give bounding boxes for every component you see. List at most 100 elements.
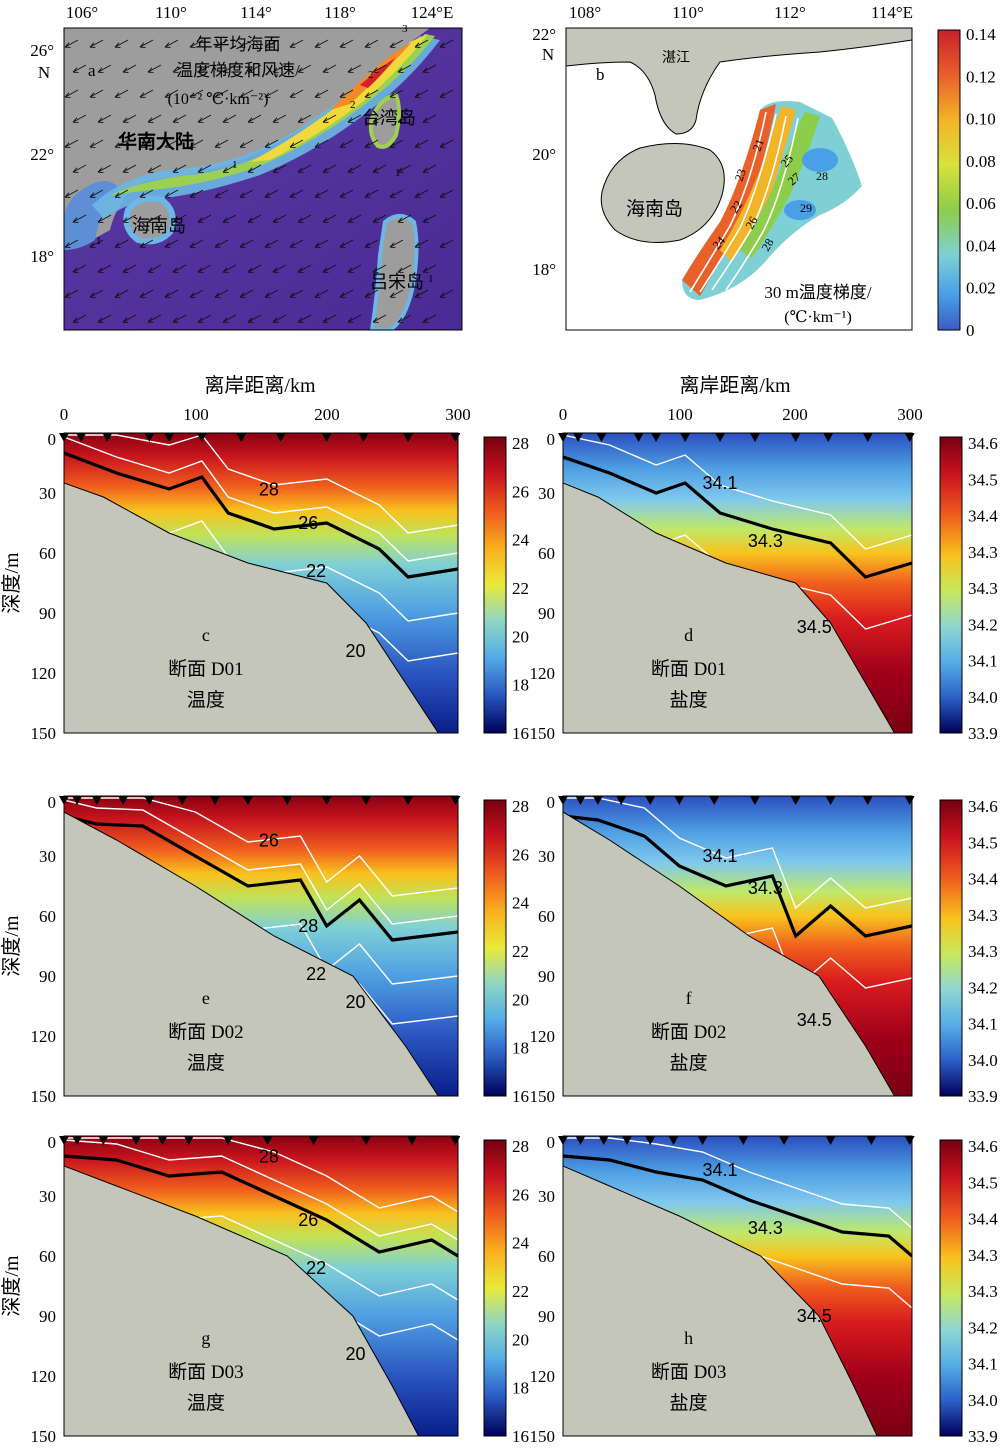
- y-tick: 90: [538, 1307, 555, 1326]
- station-marker: [361, 796, 372, 805]
- station-marker: [144, 796, 155, 805]
- colorbar-tick: 34.1: [968, 1355, 998, 1374]
- depth-axis-title: 深度/m: [0, 1255, 23, 1317]
- wind-arrow-head: [197, 217, 204, 223]
- y-tick: 30: [538, 847, 555, 866]
- map-a-gradient-band-blue: [92, 36, 440, 220]
- wind-arrow-head: [97, 167, 104, 173]
- station-marker: [621, 1136, 632, 1145]
- distance-ticks-left: 0 100 200 300: [60, 405, 471, 424]
- y-tick: 60: [538, 1247, 555, 1266]
- wind-arrow: [247, 64, 262, 73]
- panel-letter: h: [684, 1328, 693, 1348]
- wind-arrow-head: [164, 42, 171, 48]
- wind-arrow: [214, 189, 229, 198]
- wind-arrow-head: [197, 267, 204, 273]
- wind-arrow-head: [422, 67, 429, 73]
- wind-arrow: [197, 214, 212, 223]
- y-tick: 0: [547, 793, 556, 812]
- wind-arrow: [372, 314, 387, 323]
- colorbar-tick: 18: [512, 1039, 529, 1058]
- colorbar-tick: 33.9: [968, 1427, 998, 1446]
- wind-arrow: [322, 164, 337, 173]
- panel-section-name: 断面 D01: [168, 658, 243, 680]
- wind-arrow: [439, 39, 454, 48]
- wind-arrow-head: [214, 242, 221, 248]
- section-panel-h: 34.1 34.3 34.5 h 断面 D03 盐度 0 30 60 90 120 150 34.6 34…: [530, 1133, 999, 1446]
- wind-arrow-head: [297, 317, 304, 323]
- wind-arrow: [172, 214, 187, 223]
- wind-arrow: [439, 139, 454, 148]
- station-marker: [749, 796, 760, 805]
- colorbar-tick: 33.9: [968, 1087, 998, 1106]
- map-a-lat-tick: 22°: [30, 145, 54, 164]
- wind-arrow: [172, 264, 187, 273]
- wind-arrow-head: [397, 267, 404, 273]
- map-panel-a: a 年平均海面 温度梯度和风速/ (10⁻² ℃·km⁻²) 华南大陆 海南岛 …: [30, 3, 463, 331]
- colorbar-tick: 34.2: [968, 615, 998, 634]
- colorbar-tick: 24: [512, 531, 530, 550]
- wind-arrow: [147, 264, 162, 273]
- wind-arrow-head: [397, 217, 404, 223]
- wind-arrow: [89, 289, 104, 298]
- y-tick: 120: [31, 1367, 57, 1386]
- wind-arrow-head: [97, 267, 104, 273]
- map-b-lon-tick: 112°: [774, 3, 806, 22]
- wind-arrow-head: [122, 317, 129, 323]
- depth-axis-title: 深度/m: [0, 552, 23, 614]
- isoline-label: 34.3: [748, 531, 783, 551]
- wind-arrow: [322, 114, 337, 123]
- wind-arrow: [214, 139, 229, 148]
- wind-arrow-head: [322, 267, 329, 273]
- wind-arrow: [314, 289, 329, 298]
- wind-arrow-head: [372, 117, 379, 123]
- wind-arrow: [297, 314, 312, 323]
- panel-frame: [562, 1135, 913, 1437]
- colorbar-tick: 28: [512, 797, 529, 816]
- wind-arrow: [147, 314, 162, 323]
- wind-arrow-head: [422, 267, 429, 273]
- map-a-lon-tick: 114°: [240, 3, 272, 22]
- colorbar-tick: 34.3: [968, 942, 998, 961]
- isoline-label: 20: [346, 992, 366, 1012]
- wind-arrow-head: [147, 317, 154, 323]
- wind-arrow-head: [72, 117, 79, 123]
- wind-arrow: [272, 114, 287, 123]
- map-b-colorbar: [937, 29, 961, 331]
- colorbar-tick: 16: [512, 1087, 529, 1106]
- wind-arrow-head: [364, 242, 371, 248]
- station-marker: [361, 1136, 372, 1145]
- station-marker: [866, 1136, 877, 1145]
- map-b-hainan-island: [600, 142, 725, 243]
- wind-arrow: [114, 139, 129, 148]
- colorbar-tick: 34.3: [968, 543, 998, 562]
- wind-arrow: [122, 214, 137, 223]
- wind-arrow: [314, 189, 329, 198]
- wind-arrow-head: [439, 192, 446, 198]
- wind-arrow: [339, 289, 354, 298]
- station-marker: [680, 433, 691, 442]
- station-marker: [790, 433, 801, 442]
- wind-arrow-head: [147, 217, 154, 223]
- wind-arrow: [89, 239, 104, 248]
- wind-arrow: [114, 289, 129, 298]
- map-b-contour-label: 23: [732, 167, 749, 183]
- wind-arrow-head: [139, 192, 146, 198]
- wind-arrow: [372, 64, 387, 73]
- colorbar-tick: 34.2: [968, 978, 998, 997]
- wind-arrow: [264, 189, 279, 198]
- colorbar-tick: 18: [512, 676, 529, 695]
- wind-arrow-head: [347, 217, 354, 223]
- wind-arrow-head: [322, 217, 329, 223]
- station-marker: [308, 1136, 319, 1145]
- wind-arrow-head: [314, 292, 321, 298]
- wind-arrow-head: [414, 242, 421, 248]
- wind-arrow: [139, 89, 154, 98]
- wind-arrow: [414, 89, 429, 98]
- map-b-low-gradient-patch: [802, 148, 838, 172]
- wind-arrow-head: [139, 292, 146, 298]
- colorbar-tick: 0.10: [966, 110, 996, 129]
- station-marker: [144, 433, 155, 442]
- station-marker: [668, 1136, 679, 1145]
